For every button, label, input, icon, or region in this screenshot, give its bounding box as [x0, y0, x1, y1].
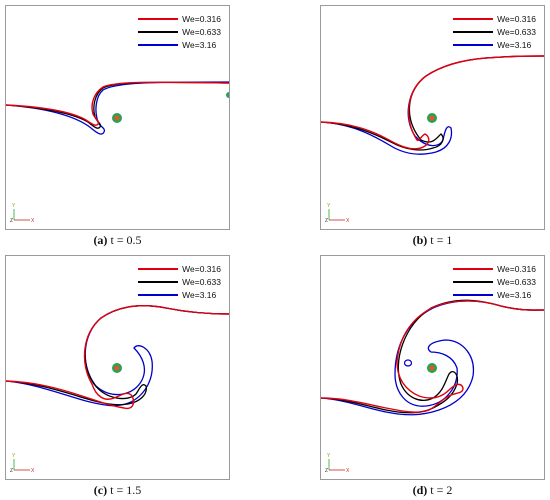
legend-swatch — [453, 17, 494, 20]
legend-swatch — [453, 43, 494, 46]
axis-y-label: Y — [327, 203, 331, 209]
axis-triad-a: Y Z X — [10, 203, 35, 224]
curve-we-0-633-b — [321, 55, 544, 151]
legend-item: We=3.16 — [138, 288, 221, 301]
caption-c: (c) t = 1.5 — [5, 483, 230, 498]
legend-item: We=0.316 — [453, 12, 536, 25]
axis-z-label: Z — [10, 468, 13, 474]
legend-item: We=0.633 — [138, 25, 221, 38]
legend-swatch — [138, 17, 179, 20]
caption-letter: (d) — [412, 483, 428, 497]
cylinder-marker-c — [112, 363, 122, 373]
legend-item: We=0.316 — [138, 12, 221, 25]
legend-item: We=3.16 — [453, 288, 536, 301]
axis-y-label: Y — [327, 453, 331, 459]
caption-d: (d) t = 2 — [320, 483, 545, 498]
caption-time: t = 2 — [430, 483, 453, 497]
edge-marker-a — [226, 92, 229, 98]
legend-swatch — [138, 267, 179, 270]
axis-z-label: Z — [325, 218, 328, 224]
caption-time: t = 0.5 — [110, 233, 142, 247]
legend-label: We=0.316 — [182, 13, 221, 24]
legend-a: We=0.316 We=0.633 We=3.16 — [138, 12, 221, 51]
legend-label: We=0.633 — [497, 276, 536, 287]
legend-item: We=3.16 — [453, 38, 536, 51]
caption-letter: (c) — [93, 483, 108, 497]
curve-we-0-316-b — [321, 55, 544, 150]
legend-swatch — [453, 30, 494, 33]
legend-label: We=3.16 — [497, 39, 532, 50]
panel-b: Y Z X We=0.316 We=0.633 We=3.16 — [320, 5, 545, 230]
caption-b: (b) t = 1 — [320, 233, 545, 248]
legend-item: We=3.16 — [138, 38, 221, 51]
axis-x-label: X — [346, 468, 350, 474]
curve-we-3-16-b — [321, 55, 544, 155]
legend-label: We=0.316 — [497, 263, 536, 274]
legend-swatch — [453, 280, 494, 283]
caption-letter: (a) — [93, 233, 108, 247]
axis-y-label: Y — [12, 203, 16, 209]
legend-swatch — [138, 30, 179, 33]
axis-triad-b: Y Z X — [325, 203, 350, 224]
legend-item: We=0.633 — [453, 275, 536, 288]
cylinder-marker-d — [427, 363, 437, 373]
caption-time: t = 1 — [430, 233, 453, 247]
curve-we-0-633-c — [6, 305, 229, 406]
panel-d-plot: Y Z X — [321, 299, 544, 474]
legend-label: We=0.633 — [182, 276, 221, 287]
curve-we-3-16-a — [6, 81, 229, 135]
panel-c-plot: Y Z X — [6, 305, 229, 474]
panel-c: Y Z X We=0.316 We=0.633 We=3.16 — [5, 255, 230, 480]
cylinder-marker-a — [112, 113, 122, 123]
cylinder-marker-b — [427, 113, 437, 123]
legend-label: We=3.16 — [182, 289, 217, 300]
panel-b-plot: Y Z X — [321, 55, 544, 224]
legend-label: We=0.633 — [497, 26, 536, 37]
curve-we-0-316-c — [6, 305, 229, 410]
legend-item: We=0.316 — [138, 262, 221, 275]
panel-d: Y Z X We=0.316 We=0.633 We=3.16 — [320, 255, 545, 480]
axis-y-label: Y — [12, 453, 16, 459]
axis-z-label: Z — [325, 468, 328, 474]
legend-b: We=0.316 We=0.633 We=3.16 — [453, 12, 536, 51]
axis-x-label: X — [31, 468, 35, 474]
caption-a: (a) t = 0.5 — [5, 233, 230, 248]
axis-z-label: Z — [10, 218, 13, 224]
legend-swatch — [453, 267, 494, 270]
legend-item: We=0.633 — [453, 25, 536, 38]
curve-we-0-316-d — [321, 300, 544, 413]
legend-label: We=0.316 — [182, 263, 221, 274]
axis-triad-d: Y Z X — [325, 453, 350, 474]
panel-a: Y Z X We=0.316 We=0.633 We=3.16 — [5, 5, 230, 230]
panel-a-plot: Y Z X — [6, 81, 229, 224]
legend-swatch — [453, 293, 494, 296]
legend-label: We=0.316 — [497, 13, 536, 24]
legend-item: We=0.316 — [453, 262, 536, 275]
axis-triad-c: Y Z X — [10, 453, 35, 474]
curve-we-0-633-d — [321, 299, 544, 414]
legend-swatch — [138, 293, 179, 296]
curve-we-0-316-a — [6, 81, 229, 126]
legend-swatch — [138, 43, 179, 46]
caption-time: t = 1.5 — [110, 483, 142, 497]
legend-c: We=0.316 We=0.633 We=3.16 — [138, 262, 221, 301]
legend-item: We=0.633 — [138, 275, 221, 288]
legend-label: We=3.16 — [497, 289, 532, 300]
legend-label: We=0.633 — [182, 26, 221, 37]
axis-x-label: X — [346, 218, 350, 224]
curve-we-3-16-c — [6, 305, 229, 407]
legend-swatch — [138, 280, 179, 283]
axis-x-label: X — [31, 218, 35, 224]
caption-letter: (b) — [412, 233, 428, 247]
droplet-we-3-16-d — [403, 359, 413, 367]
legend-d: We=0.316 We=0.633 We=3.16 — [453, 262, 536, 301]
legend-label: We=3.16 — [182, 39, 217, 50]
